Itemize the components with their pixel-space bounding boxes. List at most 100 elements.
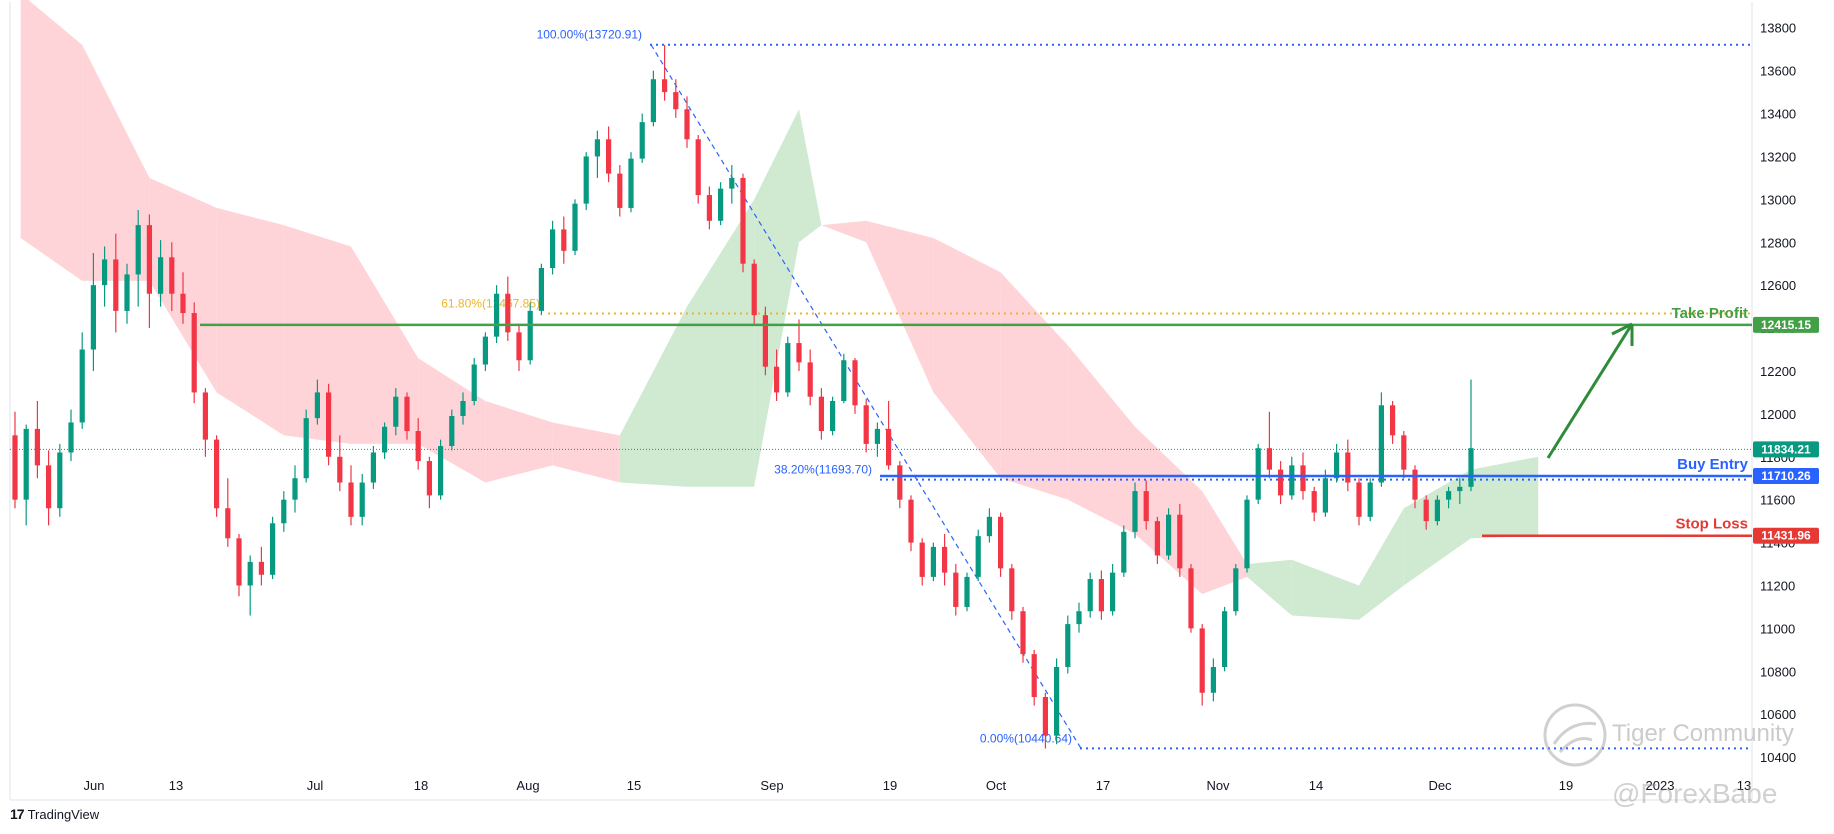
cloud-segment: [283, 225, 351, 444]
candle-body: [314, 392, 320, 419]
y-tick-label: 13800: [1760, 21, 1796, 36]
candle-body: [841, 360, 847, 401]
candle-body: [695, 139, 701, 196]
candle-body: [740, 177, 746, 264]
candle-body: [124, 274, 130, 311]
candle-body: [762, 315, 768, 367]
candle-body: [572, 203, 578, 251]
candle-body: [1446, 491, 1452, 500]
y-tick-label: 13200: [1760, 149, 1796, 164]
x-tick-label: Nov: [1206, 778, 1230, 793]
cloud-segment: [1247, 559, 1292, 616]
candle-body: [135, 225, 141, 275]
candlestick-series: [12, 44, 1474, 749]
candle-body: [751, 263, 757, 316]
candle-body: [426, 461, 432, 496]
candle-body: [1065, 624, 1071, 667]
candle-body: [1054, 667, 1060, 736]
candle-body: [1289, 465, 1295, 496]
trade-levels[interactable]: Take Profit Buy Entry Stop Loss: [200, 305, 1752, 537]
y-tick-label: 13600: [1760, 64, 1796, 79]
candle-body: [158, 257, 164, 294]
candle-body: [438, 446, 444, 496]
y-tick-label: 10800: [1760, 664, 1796, 679]
candle-body: [460, 401, 466, 417]
y-tick-label: 12200: [1760, 364, 1796, 379]
candle-body: [1244, 499, 1250, 569]
x-tick-label: Jun: [84, 778, 105, 793]
candle-body: [953, 572, 959, 607]
cloud-segment: [866, 220, 934, 393]
candle-body: [1401, 435, 1407, 470]
tradingview-logo[interactable]: 17 TradingView: [10, 806, 99, 822]
candle-body: [46, 465, 52, 509]
x-tick-label: 19: [883, 778, 897, 793]
candle-body: [550, 229, 556, 268]
cloud-segment: [754, 109, 799, 487]
candle-body: [1132, 491, 1138, 532]
candle-body: [774, 366, 780, 393]
cloud-segment: [821, 220, 867, 243]
candle-body: [382, 426, 388, 453]
candle-body: [292, 478, 298, 500]
candle-body: [1345, 452, 1351, 483]
candle-body: [225, 508, 231, 539]
candle-body: [359, 482, 365, 517]
x-tick-label: Aug: [516, 778, 539, 793]
candle-body: [1233, 568, 1239, 612]
axes: 1040010600108001100011200114001160011800…: [84, 21, 1797, 793]
candle-body: [1468, 448, 1474, 487]
candle-body: [538, 268, 544, 311]
candle-body: [897, 465, 903, 500]
candle-body: [807, 362, 813, 397]
fibonacci-retracement[interactable]: 100.00%(13720.91) 61.80%(12467.85) 38.20%(…: [441, 28, 1750, 750]
candle-body: [505, 293, 511, 333]
cloud-segment: [1291, 559, 1359, 620]
candle-body: [527, 310, 533, 361]
candle-body: [1087, 579, 1093, 612]
cloud-segment: [351, 246, 419, 444]
candle-body: [191, 313, 197, 393]
candle-body: [281, 499, 287, 524]
candle-body: [874, 428, 880, 444]
candle-body: [415, 431, 421, 462]
price-tag: [1753, 441, 1819, 458]
candle-body: [1412, 469, 1418, 500]
cloud-segment: [20, 0, 83, 281]
x-tick-label: 13: [169, 778, 183, 793]
fib-level-label: 100.00%(13720.91): [537, 28, 642, 42]
price-tag-label: 11834.21: [1761, 442, 1811, 456]
candle-body: [482, 336, 488, 365]
x-tick-label: Jul: [307, 778, 324, 793]
candle-body: [1434, 499, 1440, 522]
candle-body: [34, 428, 40, 466]
x-tick-label: 15: [627, 778, 641, 793]
candle-body: [561, 229, 567, 251]
candle-body: [639, 122, 645, 159]
cloud-segment: [82, 44, 150, 281]
price-tag-label: 11710.26: [1761, 469, 1811, 483]
candle-body: [1154, 521, 1160, 556]
candle-body: [1322, 478, 1328, 513]
candle-body: [729, 177, 735, 189]
candle-body: [102, 259, 108, 286]
price-tag-label: 12415.15: [1761, 318, 1811, 332]
candle-body: [1266, 448, 1272, 470]
fib-level-label: 38.20%(11693.70): [774, 463, 872, 477]
candle-body: [930, 546, 936, 577]
y-tick-label: 10600: [1760, 707, 1796, 722]
x-tick-label: 13: [1737, 778, 1751, 793]
fib-level-label: 0.00%(10440.64): [980, 731, 1072, 745]
x-tick-label: 18: [414, 778, 428, 793]
y-tick-label: 11000: [1760, 621, 1795, 636]
candle-body: [583, 156, 589, 204]
candle-body: [23, 428, 29, 500]
y-tick-label: 13400: [1760, 107, 1796, 122]
candle-body: [617, 173, 623, 208]
y-tick-label: 12000: [1760, 407, 1796, 422]
candle-body: [494, 293, 500, 337]
price-tag: [1753, 316, 1819, 333]
tiger-logo-icon: [1540, 700, 1610, 775]
candle-body: [1042, 697, 1048, 736]
